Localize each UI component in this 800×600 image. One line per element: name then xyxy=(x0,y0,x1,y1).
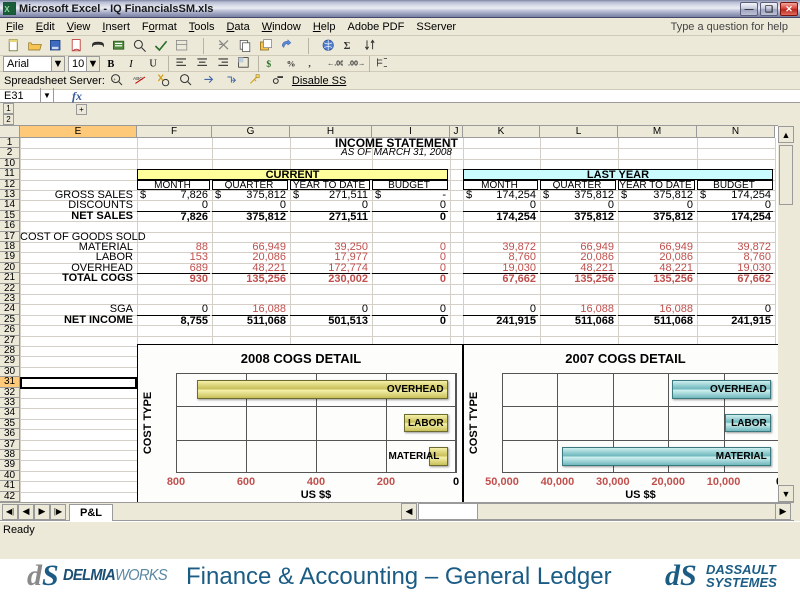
svg-text:I: I xyxy=(128,59,133,70)
svg-text:$: $ xyxy=(266,59,271,70)
svg-text:U: U xyxy=(149,58,157,69)
svg-text:B: B xyxy=(107,59,114,70)
svg-text:←.00: ←.00 xyxy=(327,59,343,68)
svg-text:X: X xyxy=(4,5,10,14)
svg-text:,: , xyxy=(308,58,311,69)
svg-text:%: % xyxy=(287,58,296,68)
svg-text:.00→: .00→ xyxy=(348,59,364,68)
svg-text:Σ: Σ xyxy=(344,41,351,52)
svg-text:+: + xyxy=(113,78,116,83)
